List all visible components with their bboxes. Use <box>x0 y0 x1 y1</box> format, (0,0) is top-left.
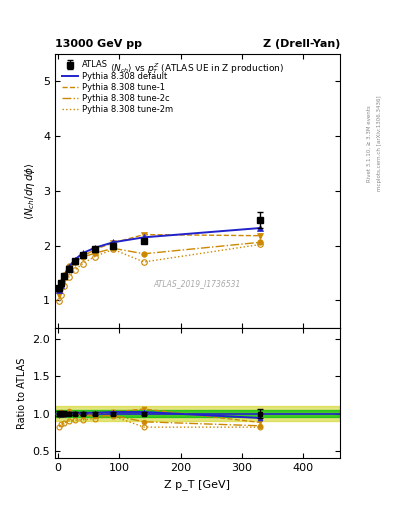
Pythia 8.308 default <box>72 257 77 263</box>
Pythia 8.308 tune-2c <box>57 286 62 292</box>
Pythia 8.308 tune-2c <box>66 263 71 269</box>
Pythia 8.308 default <box>57 287 62 293</box>
Line: Pythia 8.308 tune-2c: Pythia 8.308 tune-2c <box>59 242 260 289</box>
Pythia 8.308 tune-1 <box>92 246 97 252</box>
Pythia 8.308 tune-1 <box>111 240 116 246</box>
Pythia 8.308 tune-2m <box>92 253 97 260</box>
Y-axis label: $\langle N_{ch}/d\eta\, d\phi\rangle$: $\langle N_{ch}/d\eta\, d\phi\rangle$ <box>24 162 37 220</box>
Legend: ATLAS, Pythia 8.308 default, Pythia 8.308 tune-1, Pythia 8.308 tune-2c, Pythia 8: ATLAS, Pythia 8.308 default, Pythia 8.30… <box>59 58 175 116</box>
Pythia 8.308 tune-2m <box>62 283 66 289</box>
Pythia 8.308 tune-1 <box>59 285 64 291</box>
Bar <box>55 406 340 421</box>
Pythia 8.308 tune-2c <box>92 250 97 257</box>
Line: Pythia 8.308 tune-1: Pythia 8.308 tune-1 <box>59 234 260 295</box>
Pythia 8.308 tune-2m <box>258 241 263 247</box>
Text: mcplots.cern.ch [arXiv:1306.3436]: mcplots.cern.ch [arXiv:1306.3436] <box>377 96 382 191</box>
Pythia 8.308 tune-1 <box>72 260 77 266</box>
Line: Pythia 8.308 default: Pythia 8.308 default <box>59 228 260 290</box>
Pythia 8.308 tune-2c <box>62 271 66 278</box>
Pythia 8.308 tune-1 <box>258 232 263 239</box>
Pythia 8.308 default <box>66 264 71 270</box>
Pythia 8.308 tune-1 <box>66 267 71 273</box>
Pythia 8.308 tune-2m <box>80 261 85 267</box>
Pythia 8.308 default <box>62 273 66 280</box>
Pythia 8.308 tune-2m <box>141 259 146 265</box>
Bar <box>55 410 340 417</box>
Pythia 8.308 tune-2c <box>80 254 85 260</box>
Pythia 8.308 tune-2c <box>258 239 263 245</box>
Pythia 8.308 tune-2m <box>57 298 62 305</box>
Text: Rivet 3.1.10, ≥ 3.3M events: Rivet 3.1.10, ≥ 3.3M events <box>367 105 372 182</box>
Pythia 8.308 default <box>80 250 85 257</box>
Pythia 8.308 tune-2m <box>111 246 116 252</box>
Pythia 8.308 tune-2c <box>72 258 77 264</box>
Text: 13000 GeV pp: 13000 GeV pp <box>55 38 142 49</box>
Text: $\langle N_{ch}\rangle$ vs $p_T^Z$ (ATLAS UE in Z production): $\langle N_{ch}\rangle$ vs $p_T^Z$ (ATLA… <box>110 60 285 76</box>
Pythia 8.308 tune-1 <box>80 253 85 260</box>
Pythia 8.308 tune-2m <box>66 274 71 281</box>
Pythia 8.308 default <box>92 245 97 251</box>
Pythia 8.308 tune-2c <box>111 245 116 251</box>
Pythia 8.308 tune-1 <box>57 292 62 298</box>
X-axis label: Z p_T [GeV]: Z p_T [GeV] <box>165 479 230 489</box>
Pythia 8.308 tune-2m <box>59 292 64 298</box>
Text: Z (Drell-Yan): Z (Drell-Yan) <box>263 38 340 49</box>
Pythia 8.308 tune-2m <box>72 267 77 273</box>
Line: Pythia 8.308 tune-2m: Pythia 8.308 tune-2m <box>59 244 260 302</box>
Y-axis label: Ratio to ATLAS: Ratio to ATLAS <box>17 357 27 429</box>
Pythia 8.308 default <box>59 282 64 288</box>
Pythia 8.308 default <box>141 234 146 241</box>
Pythia 8.308 tune-1 <box>141 231 146 238</box>
Pythia 8.308 tune-2c <box>59 279 64 285</box>
Pythia 8.308 tune-2c <box>141 251 146 257</box>
Pythia 8.308 default <box>258 225 263 231</box>
Pythia 8.308 tune-1 <box>62 276 66 283</box>
Pythia 8.308 default <box>111 239 116 245</box>
Text: ATLAS_2019_I1736531: ATLAS_2019_I1736531 <box>154 280 241 288</box>
